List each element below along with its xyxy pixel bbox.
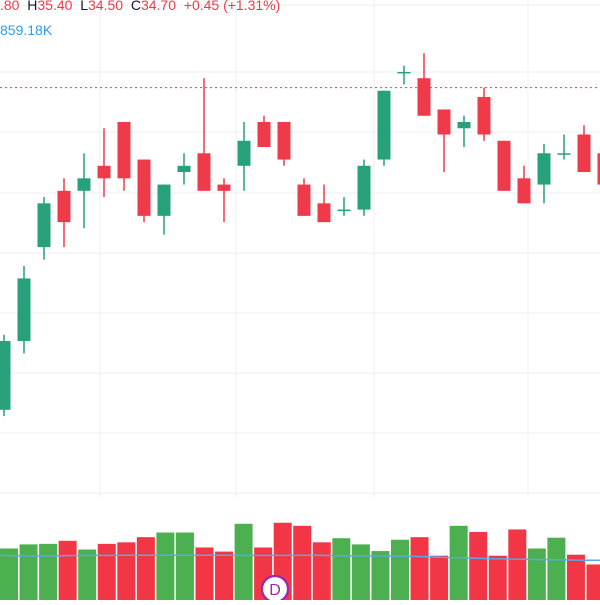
volume-bar (176, 533, 194, 600)
candle-body (298, 185, 311, 216)
volume-bar (547, 538, 565, 600)
candle-body (558, 153, 571, 155)
candle-body (578, 135, 591, 173)
volume-bar (117, 542, 135, 600)
candle-body (278, 122, 291, 160)
volume-bar (411, 537, 429, 600)
volume-bars (0, 523, 600, 600)
candle-body (58, 191, 71, 222)
candle-body (178, 166, 191, 172)
close-label: C (131, 0, 141, 13)
candle-body (438, 109, 451, 134)
dividend-marker-icon[interactable]: D (262, 576, 288, 600)
volume-bar (469, 532, 487, 600)
volume-bar (59, 541, 77, 600)
volume-bar (567, 555, 585, 600)
volume-legend: 859.18K (0, 22, 52, 38)
volume-bar (39, 544, 57, 600)
candle-body (378, 91, 391, 160)
candle-body (118, 122, 131, 178)
close-value: 34.70 (141, 0, 176, 13)
candle-body (238, 141, 251, 166)
high-value: 35.40 (37, 0, 72, 13)
volume-bar (293, 526, 311, 600)
candle-body (478, 97, 491, 135)
candle-body (198, 153, 211, 191)
volume-bar (371, 551, 389, 600)
candles (0, 53, 600, 416)
volume-bar (137, 537, 155, 600)
candle-body (398, 72, 411, 74)
candle-body (338, 210, 351, 212)
candle-body (98, 166, 111, 179)
volume-bar (332, 538, 350, 600)
candle-body (418, 78, 431, 116)
candle-body (0, 341, 11, 410)
candle-body (78, 178, 91, 191)
candle-body (458, 122, 471, 128)
change-value: +0.45 (+1.31%) (184, 0, 281, 13)
volume-bar (352, 544, 370, 600)
volume-bar (508, 529, 526, 600)
low-label: L (80, 0, 88, 13)
candle-body (18, 278, 31, 341)
candle-body (538, 153, 551, 184)
candle-body (158, 185, 171, 216)
volume-bar (450, 526, 468, 600)
volume-bar (20, 544, 38, 600)
candle-body (358, 166, 371, 210)
candle-body (138, 160, 151, 216)
volume-value: 859.18K (0, 22, 52, 38)
volume-bar (528, 549, 546, 601)
low-value: 34.50 (88, 0, 123, 13)
volume-bar (391, 540, 409, 600)
open-value: .80 (0, 0, 19, 13)
candle-body (518, 178, 531, 203)
grid-lines (0, 0, 600, 497)
volume-bar (430, 556, 448, 600)
volume-bar (78, 550, 96, 600)
high-label: H (27, 0, 37, 13)
volume-bar (156, 533, 174, 600)
candle-body (318, 203, 331, 222)
candle-body (218, 185, 231, 191)
volume-bar (215, 552, 233, 600)
volume-bar (313, 542, 331, 600)
volume-bar (98, 544, 116, 600)
volume-bar (235, 524, 253, 600)
ohlc-legend: .80 H35.40 L34.50 C34.70 +0.45 (+1.31%) (0, 0, 280, 13)
dividend-marker-label: D (269, 582, 281, 599)
candle-body (498, 141, 511, 191)
candle-body (38, 203, 51, 247)
volume-bar (587, 564, 600, 600)
volume-bar (489, 556, 507, 600)
candle-body (258, 122, 271, 147)
